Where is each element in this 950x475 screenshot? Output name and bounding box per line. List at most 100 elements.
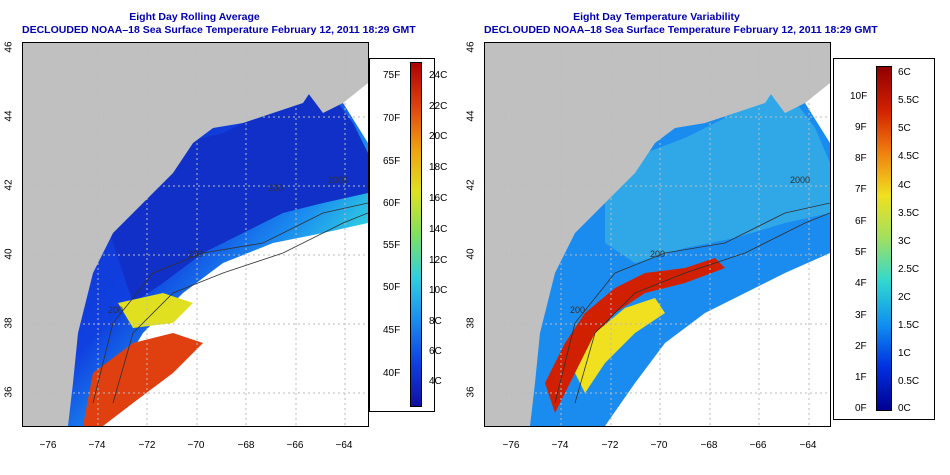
- right-variability-map: 200 2000 200: [484, 42, 831, 427]
- right-title-line1: Eight Day Temperature Variability: [573, 11, 740, 23]
- left-panel-title: Eight Day Rolling Average DECLOUDED NOAA…: [22, 11, 416, 37]
- colorbar-f-tick: 1F: [855, 372, 867, 383]
- colorbar-c-tick: 6C: [898, 67, 911, 78]
- colorbar-f-tick: 5F: [855, 247, 867, 258]
- high-variability-front: [545, 258, 725, 413]
- colorbar-f-tick: 7F: [855, 184, 867, 195]
- colorbar-f-tick: 6F: [855, 216, 867, 227]
- colorbar-c-tick: 2C: [898, 292, 911, 303]
- lat-tick: 46: [3, 41, 15, 53]
- colorbar-f-tick: 50F: [383, 282, 401, 293]
- colorbar-f-tick: 0F: [855, 403, 867, 414]
- contour-2000m: [112, 212, 368, 404]
- left-title-line2: DECLOUDED NOAA–18 Sea Surface Temperatur…: [22, 24, 416, 36]
- lat-tick: 44: [465, 110, 477, 122]
- colorbar-c-tick: 3C: [898, 236, 911, 247]
- lon-tick: −68: [700, 440, 718, 451]
- low-variability-shelf: [605, 88, 830, 263]
- lat-tick: 38: [3, 317, 15, 329]
- lon-tick: −68: [237, 440, 255, 451]
- colorbar-f-tick: 2F: [855, 341, 867, 352]
- colorbar-c-tick: 4C: [429, 376, 442, 387]
- lon-tick: −66: [286, 440, 304, 451]
- colorbar-c-tick: 1.5C: [898, 320, 920, 331]
- right-panel-title: Eight Day Temperature Variability DECLOU…: [484, 11, 878, 37]
- contour-label: 2000: [790, 175, 810, 185]
- land-mass: [23, 43, 368, 426]
- colorbar-c-tick: 5.5C: [898, 95, 920, 106]
- colorbar-c-tick: 20C: [429, 131, 448, 142]
- right-map-svg: 200 2000 200: [485, 43, 830, 426]
- colorbar-c-tick: 8C: [429, 316, 442, 327]
- colorbar-f-tick: 65F: [383, 156, 401, 167]
- colorbar-f-tick: 60F: [383, 198, 401, 209]
- lon-tick: −64: [335, 440, 353, 451]
- lat-tick: 38: [465, 317, 477, 329]
- nova-scotia-land: [283, 43, 368, 113]
- colorbar-f-tick: 10F: [850, 91, 868, 102]
- colorbar-f-tick: 70F: [383, 113, 401, 124]
- right-colorbar: [876, 66, 892, 411]
- contour-label: 200: [188, 249, 203, 259]
- lon-tick: −72: [138, 440, 156, 451]
- lon-tick: −74: [88, 440, 106, 451]
- lat-tick: 42: [3, 179, 15, 191]
- left-map-svg: 200 200 2000 200: [23, 43, 368, 426]
- colorbar-c-tick: 4.5C: [898, 151, 920, 162]
- contour-2000m: [574, 212, 830, 404]
- contour-label: 200: [108, 305, 123, 315]
- lat-tick: 44: [3, 110, 15, 122]
- colorbar-f-tick: 3F: [855, 310, 867, 321]
- lon-tick: −64: [799, 440, 817, 451]
- colorbar-c-tick: 24C: [429, 70, 448, 81]
- colorbar-c-tick: 12C: [429, 255, 448, 266]
- colorbar-c-tick: 0C: [898, 403, 911, 414]
- lat-lon-grid: [23, 43, 368, 426]
- lat-tick: 42: [465, 179, 477, 191]
- colorbar-f-tick: 4F: [855, 278, 867, 289]
- contour-label: 200: [570, 305, 585, 315]
- colorbar-c-tick: 16C: [429, 193, 448, 204]
- colorbar-c-tick: 0.5C: [898, 376, 920, 387]
- colorbar-c-tick: 1C: [898, 348, 911, 359]
- moderate-variability: [575, 298, 665, 393]
- lon-tick: −66: [749, 440, 767, 451]
- right-colorbar-box: [833, 58, 935, 420]
- lat-tick: 46: [465, 41, 477, 53]
- lon-tick: −70: [187, 440, 205, 451]
- contour-200m: [554, 202, 830, 404]
- left-colorbar: [410, 62, 422, 407]
- land-mass: [485, 43, 830, 426]
- lon-tick: −76: [39, 440, 57, 451]
- colorbar-c-tick: 10C: [429, 285, 448, 296]
- colorbar-f-tick: 9F: [855, 122, 867, 133]
- lon-tick: −74: [551, 440, 569, 451]
- contour-200m: [92, 202, 368, 404]
- contour-label: 2000: [328, 175, 348, 185]
- lat-tick: 40: [465, 248, 477, 260]
- colorbar-c-tick: 2.5C: [898, 264, 920, 275]
- colorbar-c-tick: 3.5C: [898, 208, 920, 219]
- lat-lon-grid: [485, 43, 830, 426]
- colorbar-f-tick: 8F: [855, 153, 867, 164]
- colorbar-c-tick: 22C: [429, 101, 448, 112]
- contour-label: 200: [650, 249, 665, 259]
- colorbar-c-tick: 14C: [429, 224, 448, 235]
- lon-tick: −72: [601, 440, 619, 451]
- nova-scotia-land: [745, 43, 830, 113]
- lat-tick: 36: [465, 386, 477, 398]
- lat-tick: 36: [3, 386, 15, 398]
- cold-shelf-water: [103, 83, 368, 303]
- colorbar-f-tick: 40F: [383, 368, 401, 379]
- colorbar-f-tick: 45F: [383, 325, 401, 336]
- colorbar-f-tick: 75F: [383, 70, 401, 81]
- colorbar-f-tick: 55F: [383, 240, 401, 251]
- left-sst-map: 200 200 2000 200: [22, 42, 369, 427]
- lat-tick: 40: [3, 248, 15, 260]
- colorbar-c-tick: 5C: [898, 123, 911, 134]
- colorbar-c-tick: 6C: [429, 346, 442, 357]
- lon-tick: −76: [502, 440, 520, 451]
- right-title-line2: DECLOUDED NOAA–18 Sea Surface Temperatur…: [484, 24, 878, 36]
- contour-label: 200: [268, 183, 283, 193]
- colorbar-c-tick: 4C: [898, 180, 911, 191]
